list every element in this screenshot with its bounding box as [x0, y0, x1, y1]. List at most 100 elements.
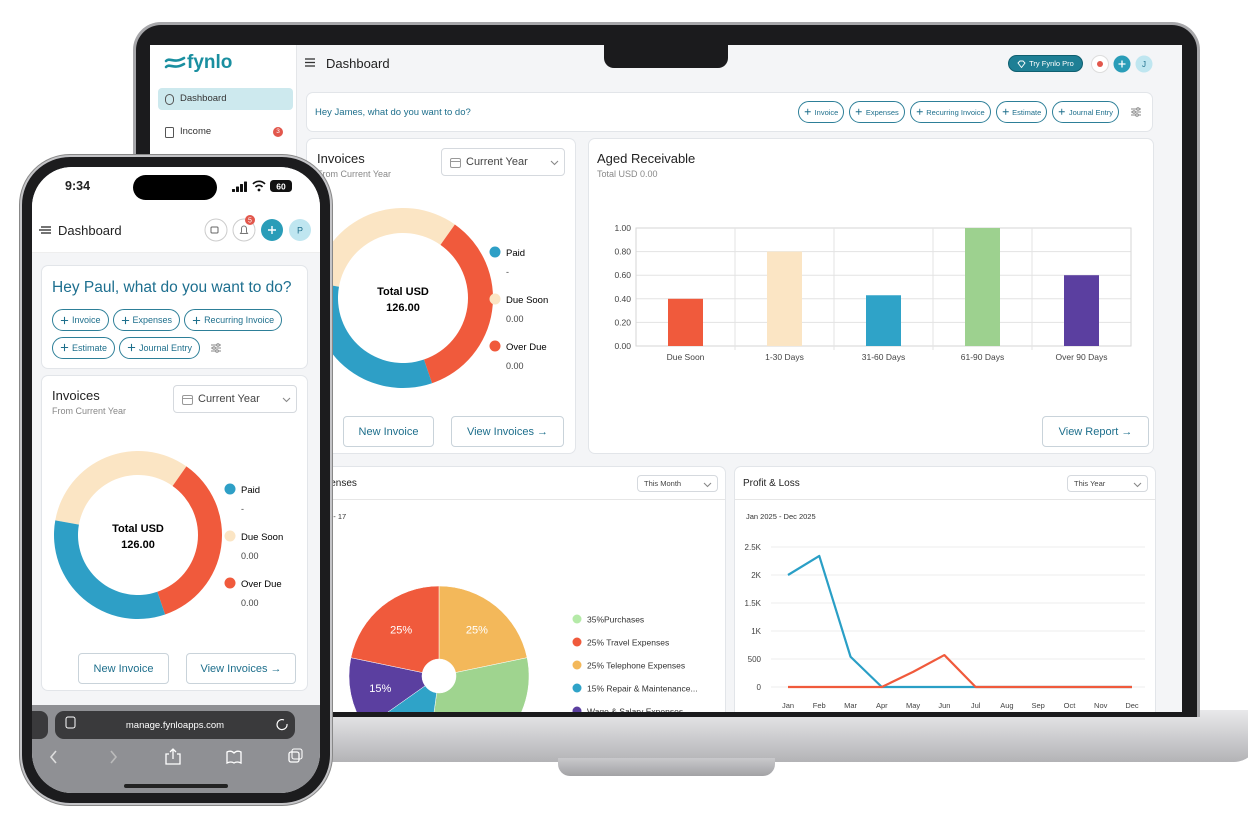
card-divider: [307, 499, 725, 500]
avatar-initial: J: [1142, 60, 1146, 69]
greeting: Hey Paul, what do you want to do?: [52, 279, 292, 296]
plus-stroke: [127, 344, 136, 352]
signal-bar: [236, 186, 239, 192]
quick-action[interactable]: Journal Entry: [119, 336, 201, 359]
line-series: [787, 554, 1132, 689]
filter-knob: [216, 342, 220, 347]
plus-icon: [856, 109, 863, 115]
y-tick-label: 0.80: [614, 247, 631, 257]
bar: [866, 295, 901, 346]
legend-swatch: [572, 614, 582, 624]
quick-action[interactable]: Journal Entry: [1052, 101, 1119, 123]
y-tick-label: 500: [748, 655, 762, 664]
x-tick-label: Aug: [1000, 701, 1013, 710]
card-divider: [735, 499, 1155, 500]
address-bar[interactable]: manage.fynloapps.com: [55, 711, 295, 739]
plus-stroke: [856, 109, 863, 115]
card-button[interactable]: View Report →: [1042, 416, 1149, 447]
donut-segment: [157, 466, 223, 615]
video-button: [204, 218, 228, 242]
nav-icon-shape: [165, 94, 174, 105]
reload-glyph: [276, 719, 288, 731]
profit-loss-card: Profit & Loss This Year Jan 2025 - Dec 202…: [735, 467, 1155, 712]
donut-chart: Total USD 126.00 Paid - Due Soon 0.00 Over Due…: [313, 208, 548, 389]
try-pro-label: Try Fynlo Pro: [1029, 59, 1074, 68]
period-label: Current Year: [198, 393, 260, 405]
legend-swatch: [572, 637, 582, 647]
legend-name: Over Due: [506, 342, 547, 353]
nav-item[interactable]: Dashboard: [158, 88, 293, 110]
calendar-icon: [450, 158, 461, 168]
period-select[interactable]: This Month: [637, 475, 718, 492]
quick-action[interactable]: Invoice: [798, 101, 845, 123]
y-tick-label: 2K: [751, 571, 761, 580]
legend-swatch: [489, 293, 501, 305]
bar: [1064, 275, 1099, 346]
card-button[interactable]: View Invoices →: [451, 416, 564, 447]
donut-segment: [313, 282, 433, 389]
filter-knob: [1132, 110, 1136, 114]
filter-icon: [1131, 107, 1141, 117]
card-subtitle: From Current Year: [52, 406, 127, 416]
quick-action[interactable]: Estimate: [52, 336, 116, 359]
quick-action[interactable]: Expenses: [112, 309, 181, 332]
menu-icon: [39, 226, 51, 234]
quick-action-label: Recurring Invoice: [204, 315, 275, 326]
aged-receivable-card: Aged Receivable Total USD 0.00 View Report…: [589, 139, 1153, 453]
status-time: 9:34: [65, 179, 91, 193]
quick-action[interactable]: Recurring Invoice: [909, 101, 991, 123]
status-icons: 60: [232, 180, 292, 192]
quick-action-label: Journal Entry: [139, 342, 193, 353]
quick-action[interactable]: Expenses: [849, 101, 905, 123]
legend-name: Due Soon: [506, 295, 548, 306]
chevron: [1133, 482, 1142, 487]
plus-icon: [1059, 109, 1066, 115]
invoices-card: Invoices From Current Year Current Year Tot…: [42, 376, 307, 690]
legend-value: -: [506, 267, 509, 277]
plus-stroke: [1002, 109, 1009, 115]
donut-segment: [54, 520, 166, 619]
period-select[interactable]: Current Year: [173, 385, 297, 413]
period-select[interactable]: Current Year: [441, 148, 565, 176]
chevron-stroke: [282, 397, 291, 403]
quick-action[interactable]: Recurring Invoice: [184, 309, 283, 332]
slice-label: 15%: [369, 683, 391, 695]
x-tick-label: Over 90 Days: [1056, 352, 1108, 362]
try-pro-button[interactable]: Try Fynlo Pro: [1008, 55, 1083, 72]
card-button[interactable]: New Invoice: [78, 653, 169, 684]
signal-bar: [244, 181, 247, 192]
greeting: Hey James, what do you want to do?: [315, 106, 471, 118]
quick-action[interactable]: Estimate: [995, 101, 1048, 123]
quick-action[interactable]: Invoice: [52, 309, 109, 332]
legend-swatch: [572, 683, 582, 693]
plus-stroke: [60, 344, 69, 352]
donut-segment: [314, 208, 455, 287]
x-tick-label: Due Soon: [667, 352, 705, 362]
donut-center-value: 126.00: [121, 539, 155, 551]
legend-name: Due Soon: [241, 532, 283, 543]
legend-swatch: [572, 706, 582, 712]
y-tick-label: 2.5K: [745, 543, 762, 552]
chevron-stroke: [1133, 482, 1142, 487]
pie-slice: [438, 585, 528, 673]
card-button[interactable]: View Invoices →: [186, 653, 296, 684]
bell-dot: [1097, 61, 1103, 67]
period-select[interactable]: This Year: [1067, 475, 1148, 492]
nav-item[interactable]: Income 3: [158, 121, 293, 143]
card-button[interactable]: New Invoice: [343, 416, 434, 447]
bar: [767, 251, 802, 346]
x-tick-label: May: [906, 701, 920, 710]
nav-icon: [165, 127, 174, 138]
slice-label: 25%: [466, 624, 488, 636]
card-title: Invoices: [52, 388, 100, 403]
nav-badge: 3: [273, 127, 283, 137]
plus-icon: [1002, 109, 1009, 115]
share-glyph: [165, 748, 181, 765]
plus-stroke: [121, 316, 129, 324]
y-tick-label: 1.00: [614, 223, 631, 233]
nav-icon: [165, 94, 174, 105]
back-glyph: [49, 750, 57, 764]
plus-stroke: [192, 316, 201, 324]
video-icon: [210, 226, 219, 234]
